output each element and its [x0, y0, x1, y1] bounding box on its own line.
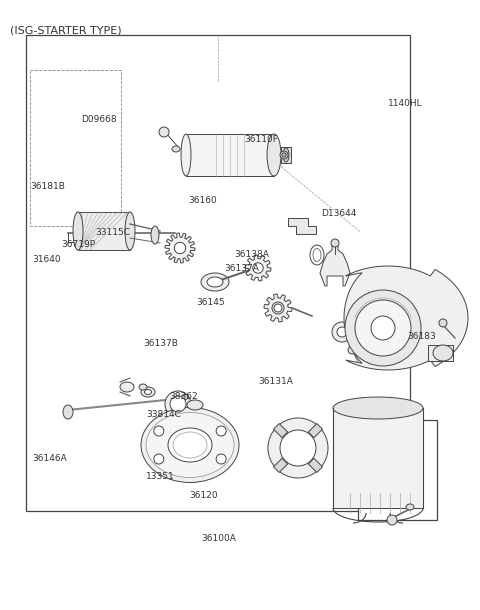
Bar	[30, 70, 121, 226]
Text: 36110F: 36110F	[244, 135, 278, 145]
Text: D09668: D09668	[81, 115, 116, 124]
Text: 1140HL: 1140HL	[388, 99, 422, 109]
Text: 38362: 38362	[169, 392, 198, 401]
Circle shape	[216, 454, 226, 464]
Circle shape	[174, 242, 186, 254]
Text: 33115C: 33115C	[95, 228, 130, 237]
Text: 36131A: 36131A	[258, 377, 293, 386]
Polygon shape	[165, 233, 195, 263]
Polygon shape	[308, 423, 323, 438]
Circle shape	[280, 430, 316, 466]
Circle shape	[387, 515, 397, 525]
Ellipse shape	[139, 384, 147, 390]
Ellipse shape	[280, 151, 288, 159]
Text: 36160: 36160	[188, 196, 217, 206]
Bar	[358, 420, 437, 520]
Bar	[26, 35, 410, 511]
Text: 36145: 36145	[196, 298, 225, 307]
Ellipse shape	[201, 273, 229, 291]
Circle shape	[170, 396, 186, 412]
Circle shape	[345, 290, 421, 366]
Circle shape	[253, 263, 263, 273]
Ellipse shape	[282, 153, 286, 157]
Circle shape	[154, 454, 164, 464]
Ellipse shape	[313, 248, 321, 262]
Ellipse shape	[181, 134, 191, 176]
Bar	[428, 345, 453, 361]
Text: 36146A: 36146A	[33, 454, 67, 464]
Polygon shape	[288, 218, 316, 234]
Text: 36137A: 36137A	[225, 264, 260, 273]
Ellipse shape	[333, 397, 423, 419]
Text: 31640: 31640	[33, 255, 61, 264]
Ellipse shape	[146, 412, 234, 478]
Circle shape	[332, 322, 352, 342]
Ellipse shape	[283, 148, 289, 162]
Polygon shape	[344, 266, 468, 370]
Circle shape	[348, 346, 356, 354]
Polygon shape	[274, 458, 288, 473]
Text: 36183: 36183	[407, 332, 436, 342]
Ellipse shape	[151, 226, 159, 244]
Ellipse shape	[187, 400, 203, 410]
Circle shape	[371, 316, 395, 340]
Circle shape	[216, 426, 226, 436]
Bar	[186, 134, 274, 176]
Circle shape	[337, 327, 347, 337]
Bar	[333, 408, 423, 508]
Circle shape	[154, 426, 164, 436]
Ellipse shape	[141, 407, 239, 483]
Text: 36137B: 36137B	[143, 339, 178, 348]
Ellipse shape	[120, 382, 134, 392]
Ellipse shape	[181, 395, 189, 400]
Ellipse shape	[63, 405, 73, 419]
Text: 36181B: 36181B	[30, 182, 65, 191]
Ellipse shape	[173, 432, 207, 458]
Circle shape	[331, 239, 339, 247]
Ellipse shape	[73, 212, 83, 250]
Ellipse shape	[144, 390, 152, 395]
Ellipse shape	[406, 504, 414, 510]
Polygon shape	[245, 255, 271, 281]
Circle shape	[159, 127, 169, 137]
Bar	[78, 212, 130, 250]
Text: D13644: D13644	[321, 209, 356, 218]
Text: 36120: 36120	[190, 491, 218, 500]
Text: 13351: 13351	[146, 472, 175, 481]
Circle shape	[439, 319, 447, 327]
Ellipse shape	[272, 302, 284, 314]
Polygon shape	[320, 246, 350, 286]
Circle shape	[274, 304, 282, 312]
Ellipse shape	[207, 277, 223, 287]
Circle shape	[268, 418, 328, 478]
Circle shape	[165, 391, 191, 417]
Ellipse shape	[433, 345, 453, 361]
Ellipse shape	[172, 146, 180, 152]
Text: 36100A: 36100A	[201, 534, 236, 543]
Text: 36138A: 36138A	[234, 250, 269, 259]
Text: 36719P: 36719P	[61, 240, 96, 249]
Polygon shape	[274, 423, 288, 438]
Ellipse shape	[310, 245, 324, 265]
Ellipse shape	[168, 428, 212, 462]
Circle shape	[355, 300, 411, 356]
Polygon shape	[308, 458, 323, 473]
Ellipse shape	[267, 134, 281, 176]
Ellipse shape	[125, 212, 135, 250]
Polygon shape	[264, 294, 292, 322]
Text: (ISG-STARTER TYPE): (ISG-STARTER TYPE)	[10, 26, 121, 35]
Bar	[281, 147, 291, 163]
Text: 33814C: 33814C	[146, 410, 181, 419]
Ellipse shape	[141, 387, 155, 397]
